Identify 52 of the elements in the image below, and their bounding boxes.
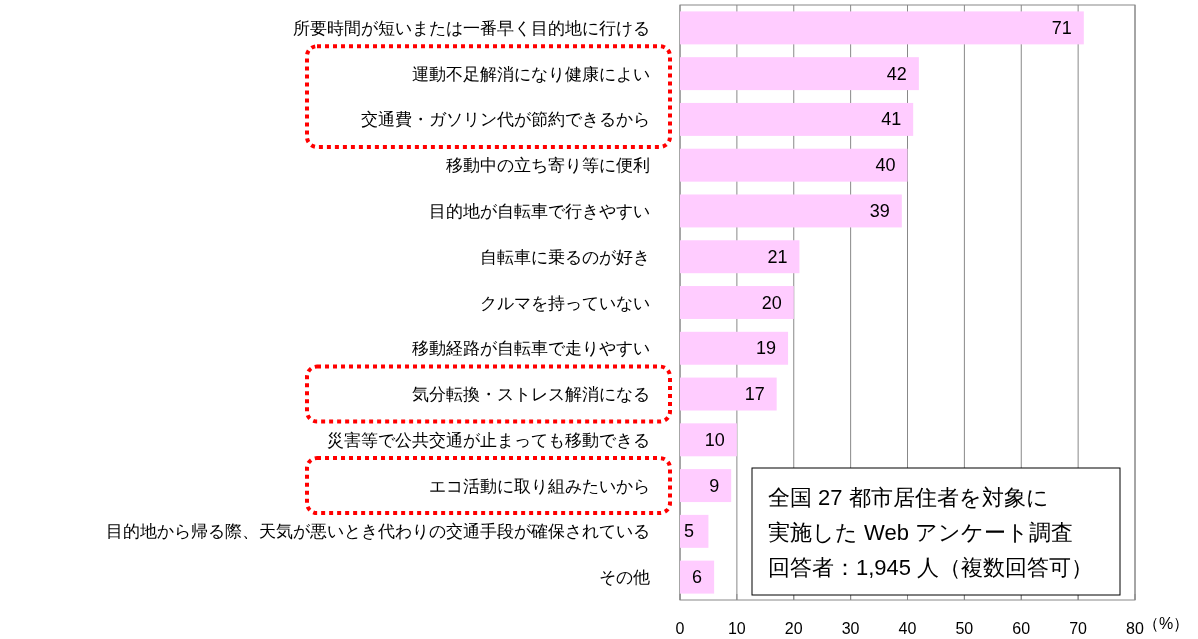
y-tick-label: 運動不足解消になり健康によい: [412, 64, 650, 84]
x-tick-label: 0: [675, 620, 685, 637]
x-tick-label: 70: [1069, 620, 1088, 637]
y-tick-label: エコ活動に取り組みたいから: [429, 476, 650, 496]
data-label: 17: [744, 384, 765, 405]
x-tick-label: 20: [784, 620, 803, 637]
data-label: 71: [1051, 17, 1072, 38]
y-tick-label: 移動中の立ち寄り等に便利: [446, 156, 650, 176]
x-tick-label: 80: [1126, 620, 1144, 637]
y-tick-label: 交通費・ガソリン代が節約できるから: [361, 110, 650, 130]
data-label: 40: [875, 155, 896, 176]
y-tick-label: その他: [599, 568, 650, 588]
bar: [680, 57, 919, 91]
data-label: 10: [704, 429, 725, 450]
data-label: 41: [881, 109, 902, 130]
y-tick-label: 目的地から帰る際、天気が悪いとき代わりの交通手段が確保されている: [106, 522, 650, 542]
x-tick-label: 40: [898, 620, 917, 637]
x-tick-label: 30: [841, 620, 860, 637]
y-tick-label: 移動経路が自転車で走りやすい: [412, 339, 650, 359]
data-label: 42: [886, 63, 907, 84]
y-tick-label: 所要時間が短いまたは一番早く目的地に行ける: [293, 18, 650, 38]
bar: [680, 423, 737, 457]
data-label: 9: [709, 475, 720, 496]
bar: [680, 286, 794, 319]
bar: [680, 560, 715, 594]
data-label: 21: [767, 246, 788, 267]
data-label: 19: [756, 338, 777, 359]
y-tick-label: 気分転換・ストレス解消になる: [412, 385, 650, 405]
y-tick-label: 災害等で公共交通が止まっても移動できる: [327, 430, 650, 450]
data-label: 20: [761, 292, 782, 313]
y-tick-label: 目的地が自転車で行きやすい: [429, 201, 650, 221]
annotation: 回答者：1,945 人（複数回答可）: [768, 555, 1094, 580]
data-label: 6: [692, 567, 703, 588]
x-tick-label: 50: [955, 620, 974, 637]
y-tick-label: 自転車に乗るのが好き: [480, 247, 650, 267]
annotation: 実施した Web アンケート調査: [768, 520, 1074, 545]
bar: [680, 148, 908, 182]
data-label: 39: [869, 200, 890, 221]
bar: [680, 514, 709, 548]
bar: [680, 102, 914, 136]
bar: [680, 240, 800, 274]
bar: [680, 469, 732, 503]
bar: [680, 11, 1084, 45]
bar: [680, 331, 789, 365]
data-label: 5: [684, 521, 695, 542]
x-tick-label: 10: [727, 620, 746, 637]
bar: [680, 377, 777, 411]
x-axis-title: （%）: [1143, 615, 1190, 632]
x-tick-label: 60: [1012, 620, 1031, 637]
bar: [680, 194, 902, 228]
y-tick-label: クルマを持っていない: [480, 293, 650, 313]
annotation: 全国 27 都市居住者を対象に: [768, 485, 1049, 510]
